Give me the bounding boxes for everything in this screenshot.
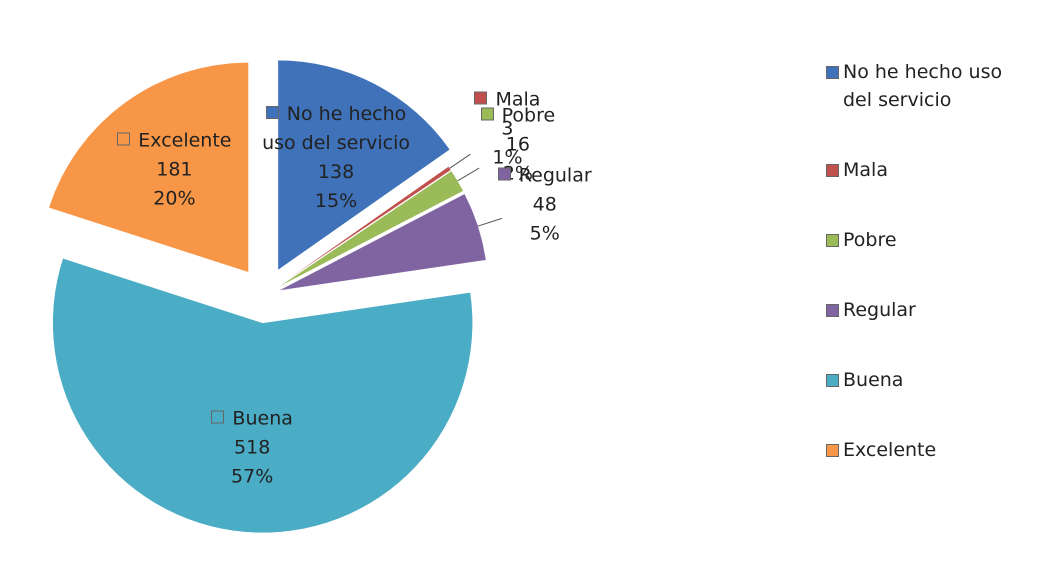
pie-slice xyxy=(277,59,451,271)
legend-label: Excelente xyxy=(843,439,937,461)
legend-label: No he hecho uso del servicio xyxy=(843,61,1003,111)
legend-swatch xyxy=(826,444,839,457)
leader-line xyxy=(477,217,503,227)
label-percent-row: 15% xyxy=(251,187,421,216)
label-percent: 1% xyxy=(492,146,523,169)
label-percent: 5% xyxy=(529,222,560,245)
label-percent: 57% xyxy=(231,465,274,488)
label-swatch xyxy=(497,167,511,181)
label-name: Excelente xyxy=(89,127,259,156)
legend-swatch xyxy=(826,164,839,177)
label-name: Mala xyxy=(422,85,592,114)
label-value-row: 518 xyxy=(167,434,337,463)
data-label: Regular 48 5% xyxy=(460,161,630,248)
label-percent-row: 20% xyxy=(89,185,259,214)
pie-slice xyxy=(48,62,249,273)
label-category: Regular xyxy=(518,164,592,187)
label-value-row: 16 xyxy=(433,131,603,160)
label-value-row: 48 xyxy=(460,190,630,219)
label-value-row: 138 xyxy=(251,158,421,187)
label-percent-row: 1% xyxy=(422,143,592,172)
pie-slice xyxy=(278,193,487,291)
label-name: Buena xyxy=(167,405,337,434)
legend-swatch xyxy=(826,66,839,79)
label-name: Regular xyxy=(460,161,630,190)
legend-label: Buena xyxy=(843,369,904,391)
legend-item: Mala xyxy=(826,156,1026,184)
label-value: 181 xyxy=(156,158,193,181)
label-name: No he hecho uso del servicio xyxy=(251,100,421,158)
label-percent-row: 5% xyxy=(460,219,630,248)
legend-swatch xyxy=(826,374,839,387)
label-percent: 15% xyxy=(314,190,358,213)
data-label: Buena 518 57% xyxy=(167,405,337,492)
label-value-row: 181 xyxy=(89,156,259,185)
label-percent: 20% xyxy=(153,187,196,210)
label-value: 48 xyxy=(532,193,557,216)
pie-slice xyxy=(276,170,464,289)
legend-label: Regular xyxy=(843,299,916,321)
label-value: 138 xyxy=(317,161,355,184)
legend-item: Buena xyxy=(826,366,1026,394)
pie-slice xyxy=(52,257,473,534)
data-label: No he hecho uso del servicio 138 15% xyxy=(251,100,421,216)
legend-item: Excelente xyxy=(826,436,1026,464)
label-category: No he hecho uso del servicio xyxy=(262,103,411,155)
legend-item: No he hecho uso del servicio xyxy=(826,58,1026,114)
label-value: 3 xyxy=(501,117,514,140)
label-name: Pobre xyxy=(433,102,603,131)
legend-swatch xyxy=(826,234,839,247)
label-value-row: 3 xyxy=(422,114,592,143)
label-swatch xyxy=(265,106,279,120)
legend-swatch xyxy=(826,304,839,317)
label-value: 16 xyxy=(505,133,530,156)
label-category: Pobre xyxy=(501,104,556,127)
label-swatch xyxy=(211,410,225,424)
data-label: Mala 3 1% xyxy=(422,85,592,172)
label-category: Buena xyxy=(232,407,293,430)
label-category: Mala xyxy=(495,88,541,111)
label-swatch xyxy=(474,91,488,105)
data-label: Excelente 181 20% xyxy=(89,127,259,214)
label-swatch xyxy=(480,107,494,121)
legend-item: Pobre xyxy=(826,226,1026,254)
label-percent-row: 57% xyxy=(167,463,337,492)
legend-label: Mala xyxy=(843,159,888,181)
label-category: Excelente xyxy=(138,129,232,152)
legend-label: Pobre xyxy=(843,229,897,251)
label-swatch xyxy=(117,132,131,146)
legend: No he hecho uso del servicio Mala Pobre Reg… xyxy=(826,58,1026,506)
label-value: 518 xyxy=(234,436,271,459)
leader-line xyxy=(457,167,480,182)
leader-line xyxy=(449,153,471,169)
legend-item: Regular xyxy=(826,296,1026,324)
